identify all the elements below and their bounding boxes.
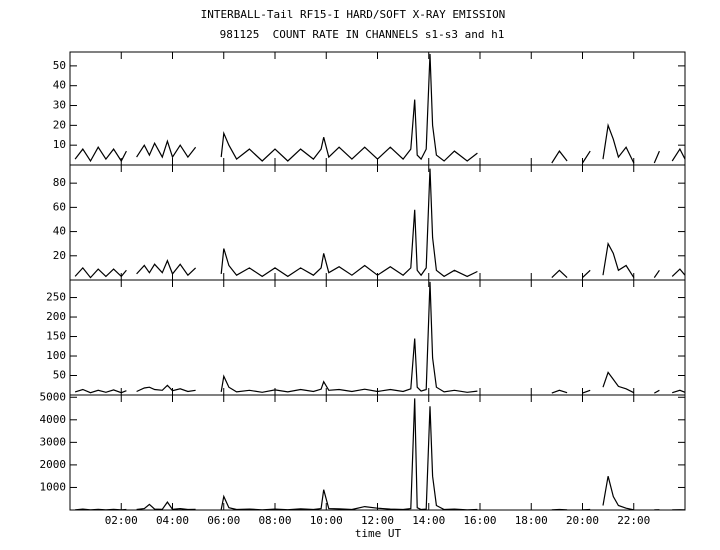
y-tick-label: 1000: [40, 480, 67, 493]
y-tick-label: 100: [46, 349, 66, 362]
data-line: [74, 281, 686, 394]
y-tick-label: 20: [53, 118, 66, 131]
y-tick-label: 4000: [40, 413, 67, 426]
x-axis-label: time UT: [355, 527, 402, 540]
data-line: [75, 398, 686, 511]
y-tick-label: 3000: [40, 435, 67, 448]
y-tick-label: 30: [53, 99, 66, 112]
chart-title: INTERBALL-Tail RF15-I HARD/SOFT X-RAY EM…: [201, 8, 506, 21]
y-tick-label: 5000: [40, 390, 67, 403]
data-line: [74, 53, 686, 164]
x-tick-label: 02:00: [105, 514, 138, 527]
y-tick-label: 10: [53, 138, 66, 151]
x-tick-label: 04:00: [156, 514, 189, 527]
y-tick-label: 40: [53, 79, 66, 92]
y-tick-label: 80: [53, 176, 66, 189]
x-tick-label: 18:00: [515, 514, 548, 527]
x-tick-label: 22:00: [617, 514, 650, 527]
y-tick-label: 20: [53, 249, 66, 262]
y-tick-label: 200: [46, 310, 66, 323]
x-tick-label: 08:00: [258, 514, 291, 527]
y-tick-label: 60: [53, 200, 66, 213]
x-tick-label: 12:00: [361, 514, 394, 527]
x-tick-label: 10:00: [310, 514, 343, 527]
x-tick-label: 16:00: [463, 514, 496, 527]
y-tick-label: 250: [46, 291, 66, 304]
y-tick-label: 50: [53, 369, 66, 382]
y-tick-label: 40: [53, 225, 66, 238]
data-line: [74, 168, 686, 279]
y-tick-label: 50: [53, 59, 66, 72]
y-tick-label: 2000: [40, 458, 67, 471]
x-tick-label: 14:00: [412, 514, 445, 527]
y-tick-label: 150: [46, 330, 66, 343]
x-tick-label: 06:00: [207, 514, 240, 527]
chart-subtitle: 981125 COUNT RATE IN CHANNELS s1-s3 and …: [220, 28, 505, 41]
x-tick-label: 20:00: [566, 514, 599, 527]
